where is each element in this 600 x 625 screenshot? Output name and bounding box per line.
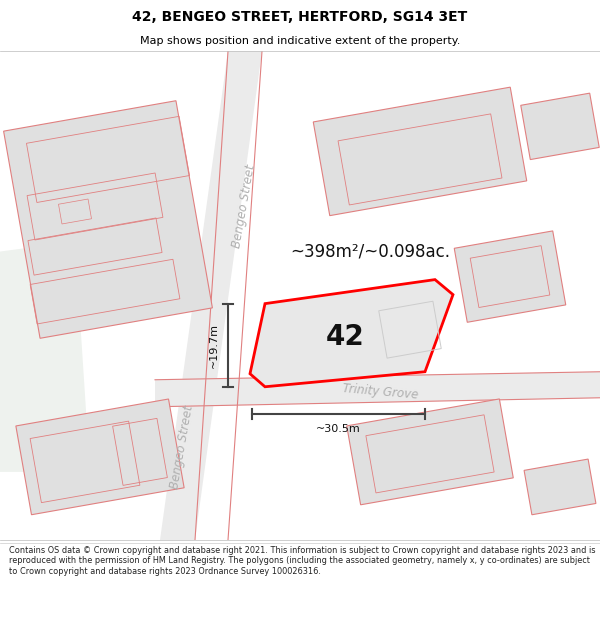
Text: Bengeo Street: Bengeo Street <box>168 404 196 489</box>
Polygon shape <box>250 279 453 387</box>
Polygon shape <box>160 51 262 540</box>
Text: ~30.5m: ~30.5m <box>316 424 361 434</box>
Polygon shape <box>16 399 184 515</box>
Polygon shape <box>0 51 600 540</box>
Text: 42: 42 <box>326 322 364 351</box>
Polygon shape <box>155 372 600 407</box>
Polygon shape <box>524 459 596 515</box>
Text: Trinity Grove: Trinity Grove <box>341 382 418 401</box>
Text: Contains OS data © Crown copyright and database right 2021. This information is : Contains OS data © Crown copyright and d… <box>9 546 595 576</box>
Text: ~398m²/~0.098ac.: ~398m²/~0.098ac. <box>290 242 450 261</box>
Polygon shape <box>313 87 527 216</box>
Polygon shape <box>0 241 90 472</box>
Text: 42, BENGEO STREET, HERTFORD, SG14 3ET: 42, BENGEO STREET, HERTFORD, SG14 3ET <box>133 10 467 24</box>
Polygon shape <box>347 399 513 505</box>
Polygon shape <box>521 93 599 159</box>
Polygon shape <box>454 231 566 322</box>
Text: ~19.7m: ~19.7m <box>209 322 219 368</box>
Text: Bengeo Street: Bengeo Street <box>230 164 258 249</box>
Polygon shape <box>4 101 212 338</box>
Text: Map shows position and indicative extent of the property.: Map shows position and indicative extent… <box>140 36 460 46</box>
